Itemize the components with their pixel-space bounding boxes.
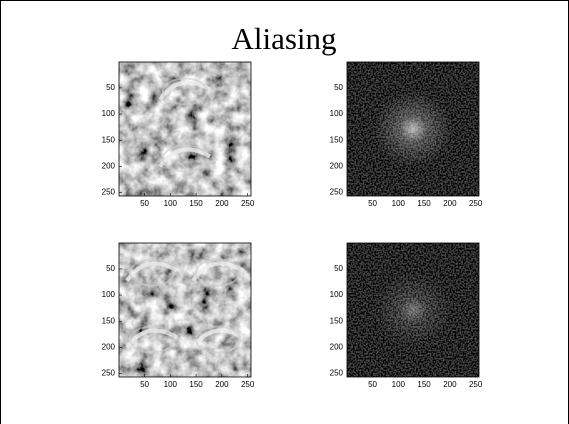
y-tick-label: 200 bbox=[330, 343, 344, 352]
anatomy bbox=[195, 325, 241, 354]
y-tick-label: 100 bbox=[330, 109, 344, 118]
anatomy bbox=[162, 77, 208, 106]
x-tick-label: 50 bbox=[140, 199, 149, 208]
y-tick-label: 50 bbox=[334, 83, 343, 92]
x-tick-label: 250 bbox=[469, 380, 483, 389]
x-tick-label: 100 bbox=[164, 380, 178, 389]
image bbox=[347, 62, 479, 196]
x-tick-label: 100 bbox=[164, 199, 178, 208]
x-tick-label: 250 bbox=[241, 380, 255, 389]
x-tick-label: 250 bbox=[469, 199, 483, 208]
anatomy bbox=[162, 144, 208, 173]
axes-box bbox=[346, 242, 480, 378]
image bbox=[119, 243, 251, 377]
y-tick-label: 200 bbox=[102, 162, 116, 171]
y-tick-label: 100 bbox=[330, 290, 344, 299]
y-tick-label: 200 bbox=[102, 343, 116, 352]
axes-box bbox=[118, 242, 252, 378]
y-tick-label: 150 bbox=[330, 135, 344, 144]
image-panel: 50 100 150 200 250 50 100 150 200 250 bbox=[102, 242, 255, 389]
y-tick-label: 50 bbox=[106, 83, 115, 92]
x-tick-label: 100 bbox=[392, 380, 406, 389]
y-tick-label: 250 bbox=[102, 188, 116, 197]
anatomy bbox=[195, 258, 241, 287]
anatomy bbox=[129, 258, 175, 287]
y-tick-label: 200 bbox=[330, 162, 344, 171]
y-tick-label: 100 bbox=[102, 290, 116, 299]
image-panel: 50 100 150 200 250 50 100 150 200 250 bbox=[330, 61, 483, 208]
x-tick-label: 200 bbox=[443, 199, 457, 208]
y-tick-label: 100 bbox=[102, 109, 116, 118]
axes-box bbox=[346, 61, 480, 197]
axes-box bbox=[118, 61, 252, 197]
image-glow bbox=[373, 91, 453, 167]
x-tick-label: 150 bbox=[417, 199, 431, 208]
x-tick-label: 200 bbox=[215, 380, 229, 389]
image-glow bbox=[373, 272, 453, 348]
image-panel: 50 100 150 200 250 50 100 150 200 250 bbox=[330, 242, 483, 389]
x-tick-label: 200 bbox=[443, 380, 457, 389]
y-tick-label: 150 bbox=[102, 135, 116, 144]
slide-title: Aliasing bbox=[231, 21, 336, 56]
y-tick-label: 150 bbox=[102, 316, 116, 325]
panels: 50 100 150 200 250 50 100 150 200 250 50 100 150 200 2… bbox=[102, 61, 483, 389]
y-tick-label: 150 bbox=[330, 316, 344, 325]
x-tick-label: 150 bbox=[189, 380, 203, 389]
image bbox=[119, 62, 251, 196]
x-tick-label: 250 bbox=[241, 199, 255, 208]
y-tick-label: 250 bbox=[330, 369, 344, 378]
y-tick-label: 50 bbox=[334, 264, 343, 273]
y-tick-label: 250 bbox=[330, 188, 344, 197]
x-tick-label: 200 bbox=[215, 199, 229, 208]
y-tick-label: 50 bbox=[106, 264, 115, 273]
x-tick-label: 50 bbox=[140, 380, 149, 389]
y-tick-label: 250 bbox=[102, 369, 116, 378]
x-tick-label: 50 bbox=[368, 199, 377, 208]
anatomy bbox=[129, 325, 175, 354]
image-panel: 50 100 150 200 250 50 100 150 200 250 bbox=[102, 61, 255, 208]
x-tick-label: 50 bbox=[368, 380, 377, 389]
x-tick-label: 150 bbox=[189, 199, 203, 208]
x-tick-label: 100 bbox=[392, 199, 406, 208]
image bbox=[347, 243, 479, 377]
x-tick-label: 150 bbox=[417, 380, 431, 389]
